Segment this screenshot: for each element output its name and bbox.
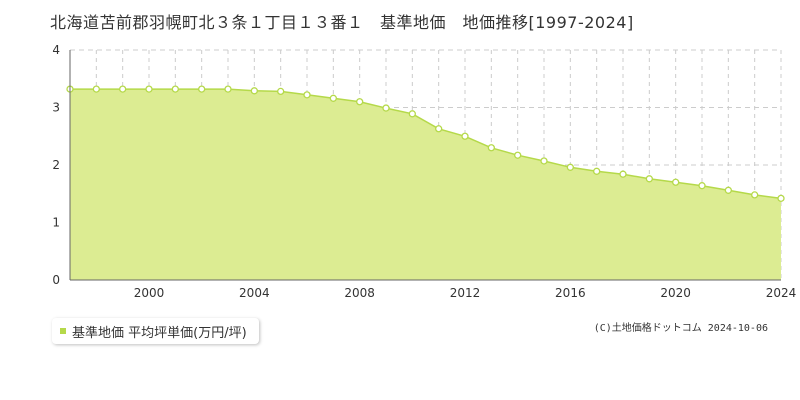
- data-point: [250, 87, 258, 95]
- copyright-text: (C)土地価格ドットコム 2024-10-06: [593, 323, 768, 334]
- x-tick-label: 2020: [660, 286, 691, 300]
- tick-labels: 0 1 2 3 4 2000 2004 2008 2012 2016 2020 2024: [52, 43, 796, 300]
- data-point: [566, 163, 574, 171]
- x-tick-label: 2024: [766, 286, 797, 300]
- data-point: [540, 157, 548, 165]
- chart-title: 北海道苫前郡羽幌町北３条１丁目１３番１ 基準地価 地価推移[1997-2024]: [50, 13, 634, 32]
- x-tick-label: 2012: [450, 286, 481, 300]
- x-tick-label: 2016: [555, 286, 586, 300]
- data-point: [751, 191, 759, 199]
- legend: 基準地価 平均坪単価(万円/坪): [52, 318, 259, 344]
- data-point: [303, 91, 311, 99]
- data-point: [408, 110, 416, 118]
- y-tick-label: 2: [52, 158, 60, 172]
- data-point: [198, 85, 206, 93]
- legend-swatch: [60, 328, 66, 334]
- x-tick-label: 2008: [344, 286, 375, 300]
- data-point: [329, 94, 337, 102]
- x-tick-label: 2004: [239, 286, 270, 300]
- series-line: [70, 88, 782, 200]
- x-tick-label: 2000: [134, 286, 165, 300]
- data-point: [119, 85, 127, 93]
- data-point: [724, 186, 732, 194]
- data-point: [645, 175, 653, 183]
- data-point: [461, 132, 469, 140]
- data-point: [672, 178, 680, 186]
- y-tick-label: 4: [52, 43, 60, 57]
- data-point: [593, 167, 601, 175]
- legend-label: 基準地価 平均坪単価(万円/坪): [72, 325, 247, 341]
- data-point: [777, 194, 785, 203]
- data-point: [356, 98, 364, 106]
- area-fill: [70, 89, 781, 280]
- data-point: [224, 85, 232, 93]
- data-point: [435, 125, 443, 133]
- data-point: [698, 182, 706, 190]
- data-points: [66, 85, 785, 203]
- data-point: [514, 151, 522, 159]
- y-tick-label: 1: [52, 216, 60, 230]
- data-point: [145, 85, 153, 93]
- axes: [69, 50, 781, 281]
- data-point: [171, 85, 179, 93]
- data-point: [92, 85, 100, 93]
- y-tick-label: 0: [52, 273, 60, 287]
- data-point: [277, 87, 285, 96]
- data-point: [619, 170, 627, 178]
- data-point: [487, 144, 495, 152]
- data-point: [382, 104, 390, 112]
- y-tick-label: 3: [52, 101, 60, 115]
